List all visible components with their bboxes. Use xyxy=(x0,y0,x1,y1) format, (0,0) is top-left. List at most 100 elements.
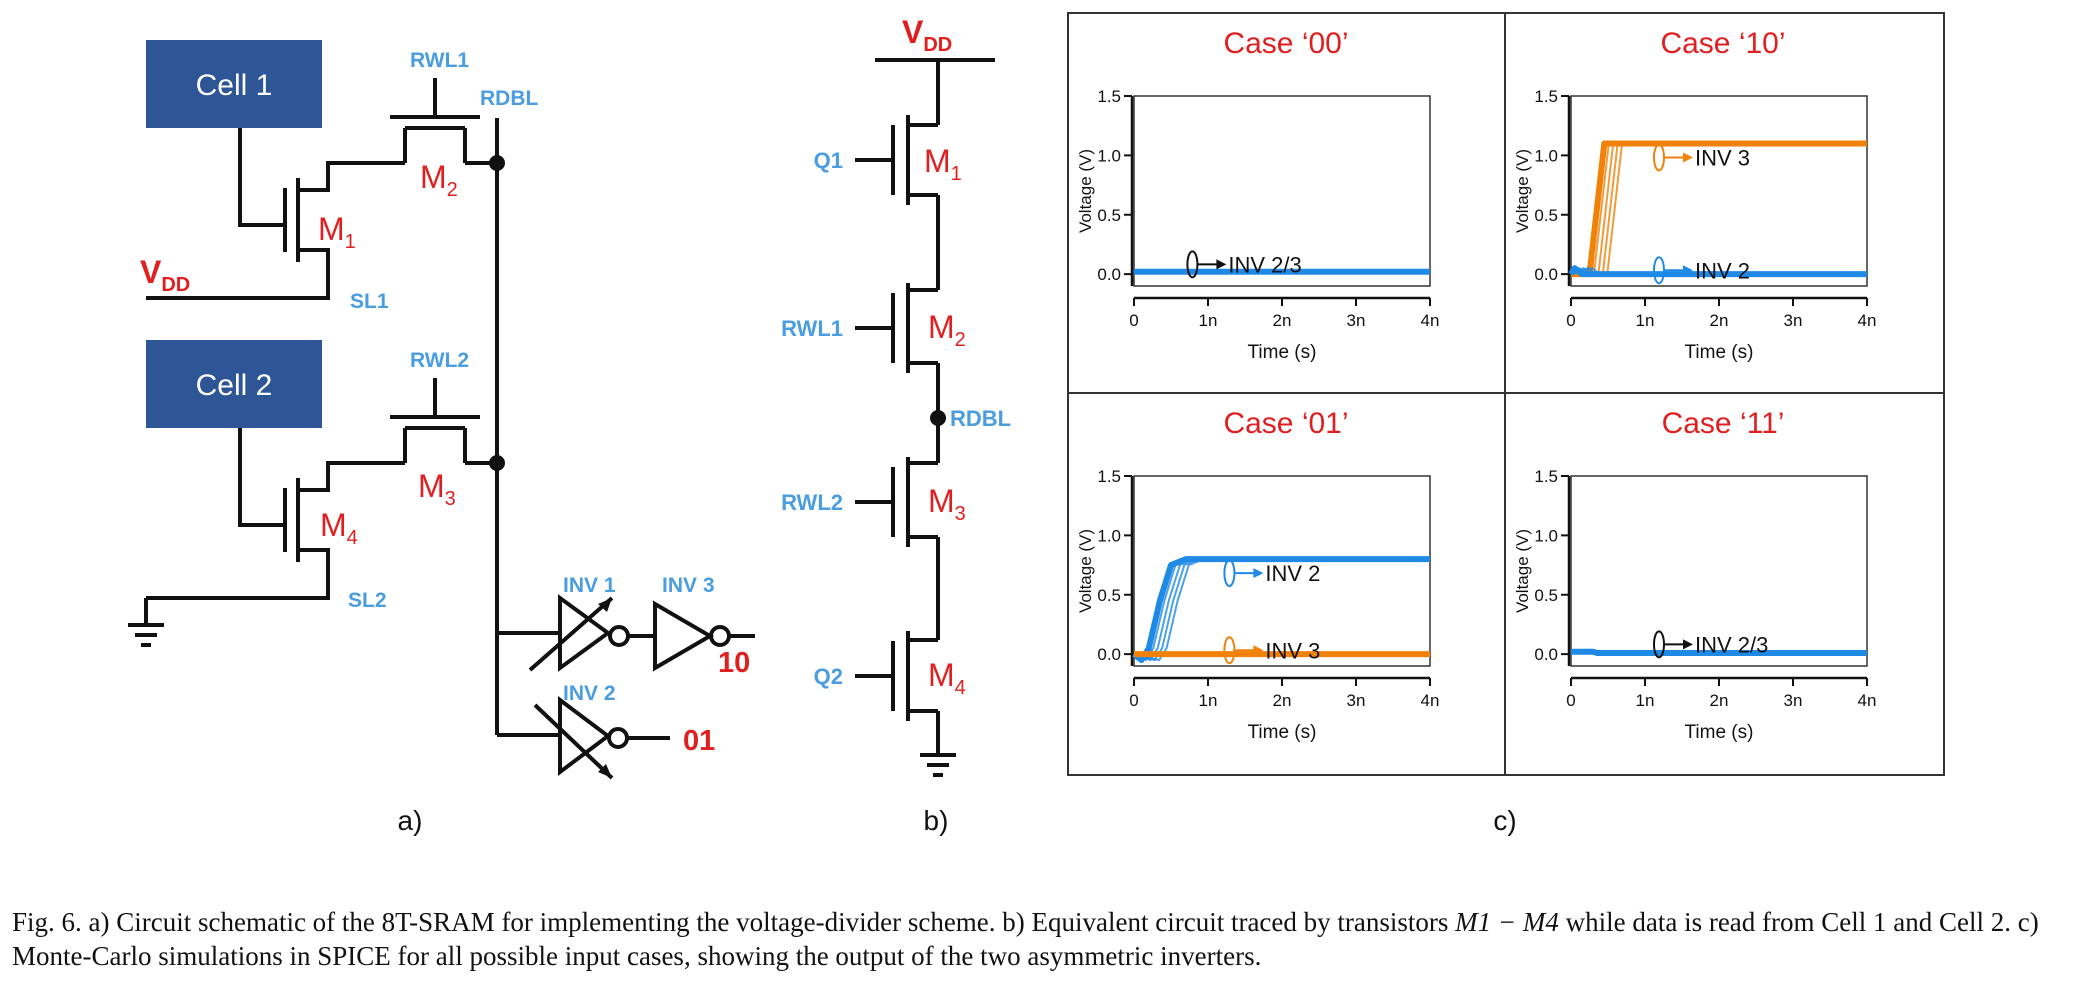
m1-label-b: M1 xyxy=(924,143,962,185)
y-tick-label: 1.5 xyxy=(1534,87,1558,106)
plot-area xyxy=(1133,95,1431,287)
annotation-label: INV 2 xyxy=(1695,258,1750,283)
cell2-label: Cell 2 xyxy=(196,369,273,402)
chart-title: Case ‘00’ xyxy=(1223,27,1348,60)
rwl2-label: RWL2 xyxy=(410,349,469,372)
x-tick-label: 2n xyxy=(1710,311,1729,330)
y-tick-label: 0.0 xyxy=(1534,645,1558,664)
caption-part-2: while data is read from Cell 1 and Cell … xyxy=(12,907,2039,971)
vdd-label-b: VDD xyxy=(902,14,952,56)
rdbl-label: RDBL xyxy=(480,87,538,110)
sl2-label: SL2 xyxy=(348,589,387,612)
m4-main: M xyxy=(320,507,347,543)
panel-b-labels: VDD Q1 RWL1 RWL2 Q2 RDBL M1 M2 M3 M4 b) xyxy=(781,14,1011,836)
panel-c-caption: c) xyxy=(1493,805,1516,836)
m2-label-a: M2 xyxy=(420,159,458,201)
chart-title: Case ‘10’ xyxy=(1660,27,1785,60)
rdbl-node-2 xyxy=(489,455,505,471)
y-tick-label: 1.0 xyxy=(1097,146,1121,165)
chart-title: Case ‘01’ xyxy=(1223,407,1348,440)
x-tick-label: 2n xyxy=(1273,311,1292,330)
annotation-ellipse xyxy=(1223,636,1236,665)
x-axis-label: Time (s) xyxy=(1685,722,1754,743)
panel-a-caption: a) xyxy=(398,805,423,836)
sl1-label: SL1 xyxy=(350,290,389,313)
m3-main: M xyxy=(418,468,445,504)
y-tick-label: 0.0 xyxy=(1097,645,1121,664)
arrow-head-icon xyxy=(1253,645,1264,656)
x-tick-label: 4n xyxy=(1858,311,1877,330)
caption-math: M1 − M4 xyxy=(1455,907,1559,937)
q2-label: Q2 xyxy=(814,664,843,689)
series-mc-1 xyxy=(1570,267,1867,276)
panel-a-labels: Cell 1 Cell 2 RWL1 RWL2 RDBL VDD SL1 SL2… xyxy=(140,49,750,836)
series-mc-0 xyxy=(1571,650,1867,654)
m3-b-main: M xyxy=(928,483,955,519)
inv1-label: INV 1 xyxy=(563,574,616,597)
m3-label-b: M3 xyxy=(928,483,966,525)
x-tick-label: 0 xyxy=(1566,311,1575,330)
y-axis-label: Voltage (V) xyxy=(1513,529,1532,613)
annotation-ellipse xyxy=(1223,559,1236,588)
vdd-b-main: V xyxy=(902,14,924,50)
chart-title: Case ‘11’ xyxy=(1662,407,1785,440)
x-tick-label: 3n xyxy=(1347,691,1366,710)
m3-label-a: M3 xyxy=(418,468,456,510)
panel-c-charts: Case ‘00’ 0 1n 2n 3n 4n 0.0 0.5 1.0 1.5 Time (s) Vo… xyxy=(1076,27,1876,743)
x-tick-label: 3n xyxy=(1784,311,1803,330)
y-axis-label: Voltage (V) xyxy=(1076,529,1095,613)
x-axis-label: Time (s) xyxy=(1248,342,1317,363)
series-mc-0 xyxy=(1133,558,1430,662)
series-mc-0 xyxy=(1133,558,1430,662)
x-axis-label: Time (s) xyxy=(1685,342,1754,363)
x-tick-label: 1n xyxy=(1199,691,1218,710)
series-line-0 xyxy=(1132,556,1430,664)
m4-label-a: M4 xyxy=(320,507,358,549)
annotation-label: INV 2 xyxy=(1265,561,1320,586)
x-tick-label: 0 xyxy=(1129,311,1138,330)
q1-label: Q1 xyxy=(814,148,843,173)
output-10-label: 10 xyxy=(718,647,750,679)
x-tick-label: 0 xyxy=(1129,691,1138,710)
x-tick-label: 1n xyxy=(1636,691,1655,710)
x-tick-label: 4n xyxy=(1858,691,1877,710)
vdd-main: V xyxy=(140,254,162,290)
y-tick-label: 1.5 xyxy=(1534,467,1558,486)
plot-area xyxy=(1570,475,1868,667)
figure-canvas: Cell 1 Cell 2 RWL1 RWL2 RDBL VDD SL1 SL2… xyxy=(128,12,1945,836)
m2-label-b: M2 xyxy=(928,309,966,351)
cell1-box xyxy=(146,40,322,128)
annotation-ellipse xyxy=(1653,256,1665,285)
rwl2-label-b: RWL2 xyxy=(781,490,843,515)
x-tick-label: 3n xyxy=(1347,311,1366,330)
annotation-label: INV 2/3 xyxy=(1228,252,1301,277)
y-tick-label: 1.5 xyxy=(1097,467,1121,486)
y-axis-label: Voltage (V) xyxy=(1076,149,1095,233)
arrow-head-icon xyxy=(1683,639,1693,650)
arrow-head-icon xyxy=(1216,259,1227,270)
chart-3: Case ‘11’ 0 1n 2n 3n 4n 0.0 0.5 1.0 1.5 Time (s) Vo… xyxy=(1513,407,1876,743)
m4-b-sub: 4 xyxy=(955,677,966,699)
m4-label-b: M4 xyxy=(928,657,966,699)
caption-part-1: Fig. 6. a) Circuit schematic of the 8T-S… xyxy=(12,907,1456,937)
y-tick-label: 1.0 xyxy=(1534,146,1558,165)
plot-area xyxy=(1133,475,1431,667)
m1-label-a: M1 xyxy=(318,211,356,253)
annotation-label: INV 3 xyxy=(1265,638,1320,663)
panel-b-schematic xyxy=(855,58,995,777)
y-tick-label: 0.5 xyxy=(1097,206,1121,225)
inv1-arrow-icon xyxy=(598,598,612,612)
y-tick-label: 0.0 xyxy=(1534,265,1558,284)
annotation-label: INV 2/3 xyxy=(1695,632,1768,657)
rdbl-node-b xyxy=(930,410,946,426)
series-mc-0 xyxy=(1133,558,1430,662)
m1-b-sub: 1 xyxy=(951,163,962,185)
chart-0: Case ‘00’ 0 1n 2n 3n 4n 0.0 0.5 1.0 1.5 Time (s) Vo… xyxy=(1076,27,1439,363)
m2-b-sub: 2 xyxy=(955,329,966,351)
panel-b-caption: b) xyxy=(924,805,949,836)
vdd-b-sub: DD xyxy=(923,34,952,56)
inv2-label: INV 2 xyxy=(563,682,616,705)
annotation-label: INV 3 xyxy=(1695,145,1750,170)
vdd-sub: DD xyxy=(161,274,190,296)
m1-sub: 1 xyxy=(345,231,356,253)
